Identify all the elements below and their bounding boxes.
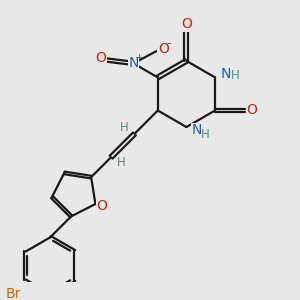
- Text: H: H: [230, 69, 239, 82]
- Text: +: +: [134, 53, 144, 63]
- Text: N: N: [220, 67, 231, 81]
- Text: N: N: [128, 56, 139, 70]
- Text: Br: Br: [5, 286, 21, 300]
- Text: O: O: [95, 51, 106, 65]
- Text: H: H: [201, 128, 210, 141]
- Text: N: N: [192, 123, 202, 137]
- Text: O: O: [247, 103, 257, 118]
- Text: O: O: [181, 17, 192, 31]
- Text: O: O: [158, 41, 169, 56]
- Text: O: O: [97, 199, 107, 213]
- Text: -: -: [166, 37, 170, 50]
- Text: H: H: [120, 121, 129, 134]
- Text: H: H: [117, 156, 125, 169]
